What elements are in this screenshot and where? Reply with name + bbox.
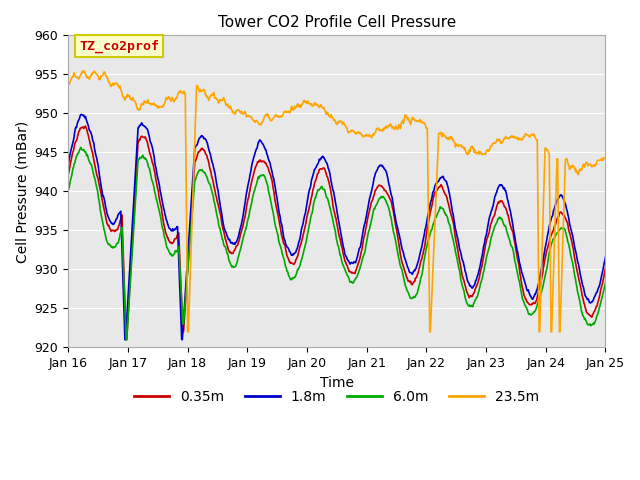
6.0m <box>602 280 609 286</box>
X-axis label: Time: Time <box>320 376 354 390</box>
0.35m <box>122 337 130 343</box>
6.0m <box>448 232 456 238</box>
6.0m <box>205 180 213 186</box>
23.5m <box>448 134 456 140</box>
Line: 1.8m: 1.8m <box>68 114 605 340</box>
1.8m <box>121 337 129 343</box>
0.35m <box>448 214 456 220</box>
Title: Tower CO2 Profile Cell Pressure: Tower CO2 Profile Cell Pressure <box>218 15 456 30</box>
23.5m <box>602 156 609 161</box>
23.5m <box>529 132 537 138</box>
0.35m <box>529 300 537 306</box>
1.8m <box>529 296 537 301</box>
6.0m <box>295 265 303 271</box>
0.35m <box>470 290 478 296</box>
Line: 0.35m: 0.35m <box>68 126 605 340</box>
Text: TZ_co2prof: TZ_co2prof <box>79 39 159 53</box>
23.5m <box>124 92 131 97</box>
6.0m <box>124 318 132 324</box>
0.35m <box>602 265 609 271</box>
0.35m <box>82 123 90 129</box>
23.5m <box>64 80 72 85</box>
0.35m <box>124 316 132 322</box>
1.8m <box>77 111 85 117</box>
23.5m <box>81 68 88 74</box>
Line: 23.5m: 23.5m <box>68 71 605 332</box>
23.5m <box>184 329 191 335</box>
1.8m <box>295 239 303 245</box>
6.0m <box>470 300 478 306</box>
23.5m <box>470 149 478 155</box>
1.8m <box>602 254 609 260</box>
Y-axis label: Cell Pressure (mBar): Cell Pressure (mBar) <box>15 120 29 263</box>
Line: 6.0m: 6.0m <box>68 147 605 340</box>
1.8m <box>205 148 213 154</box>
1.8m <box>64 162 72 168</box>
6.0m <box>529 311 537 316</box>
0.35m <box>295 248 303 254</box>
6.0m <box>64 189 72 194</box>
1.8m <box>470 283 478 288</box>
Legend: 0.35m, 1.8m, 6.0m, 23.5m: 0.35m, 1.8m, 6.0m, 23.5m <box>129 384 545 409</box>
23.5m <box>295 104 303 109</box>
1.8m <box>124 296 132 302</box>
6.0m <box>122 337 130 343</box>
1.8m <box>448 205 456 211</box>
23.5m <box>205 96 213 102</box>
0.35m <box>205 162 213 168</box>
6.0m <box>77 144 84 150</box>
0.35m <box>64 172 72 178</box>
